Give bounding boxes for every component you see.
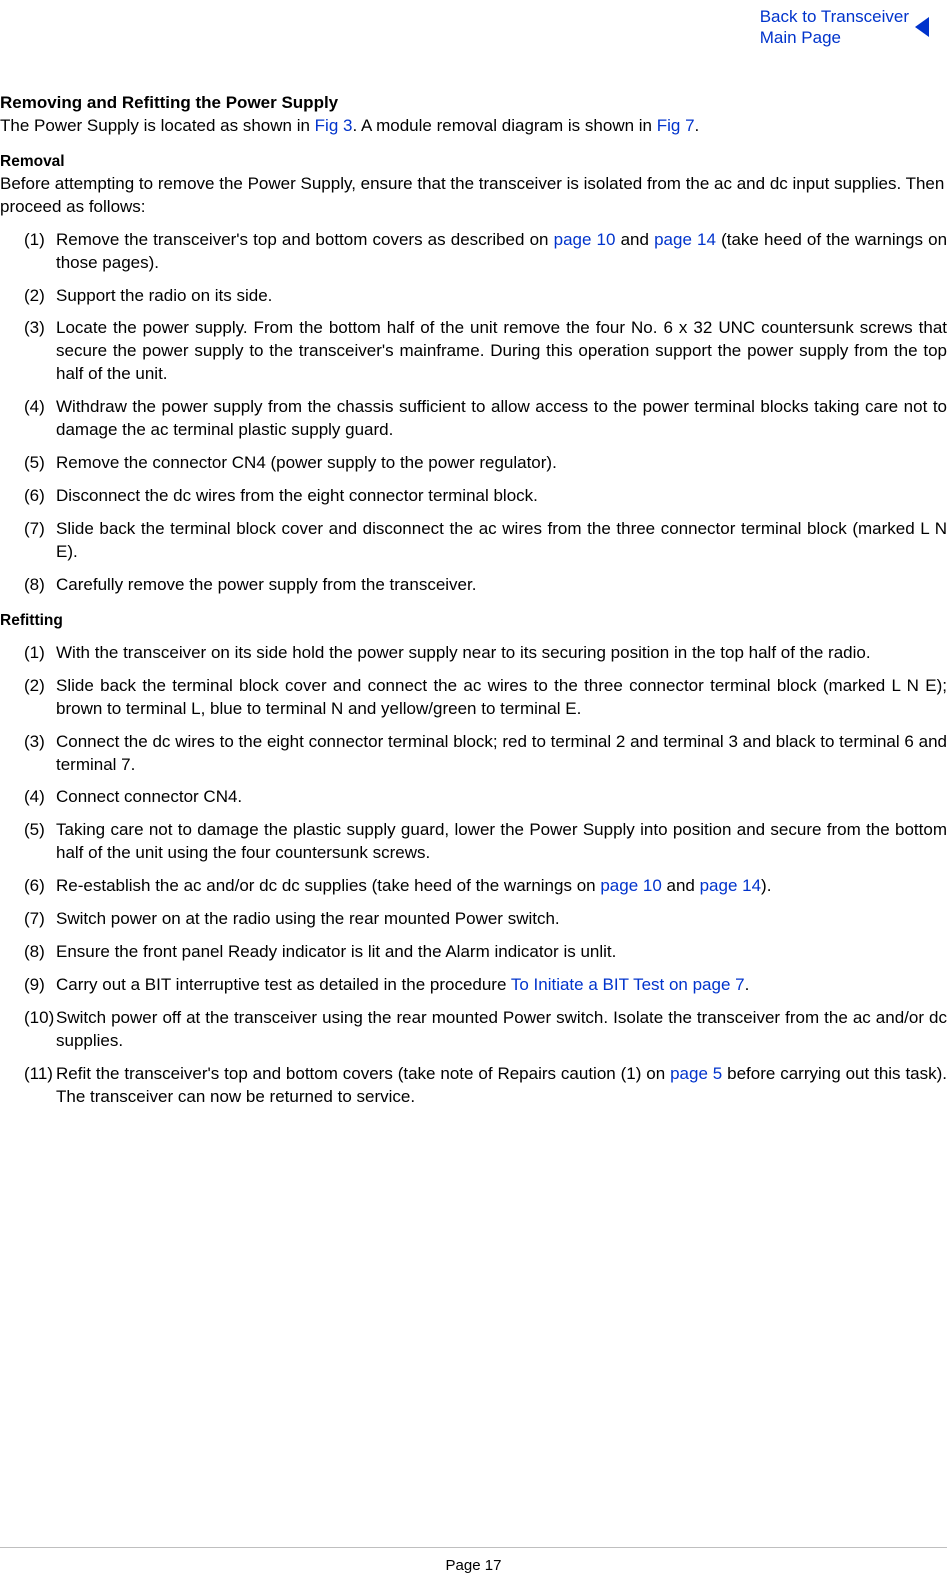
list-item: (11)Refit the transceiver's top and bott…	[0, 1063, 947, 1109]
step-body: Slide back the terminal block cover and …	[56, 675, 947, 721]
step-body: Support the radio on its side.	[56, 285, 947, 308]
list-item: (5)Taking care not to damage the plastic…	[0, 819, 947, 865]
list-item: (7)Slide back the terminal block cover a…	[0, 518, 947, 564]
page-link[interactable]: page 5	[670, 1064, 722, 1083]
page-link[interactable]: page 14	[654, 230, 716, 249]
list-item: (5)Remove the connector CN4 (power suppl…	[0, 452, 947, 475]
page-number: Page 17	[0, 1556, 947, 1576]
step-number: (5)	[0, 452, 56, 475]
step-number: (2)	[0, 285, 56, 308]
step-body: Remove the connector CN4 (power supply t…	[56, 452, 947, 475]
step-body: With the transceiver on its side hold th…	[56, 642, 947, 665]
refitting-heading: Refitting	[0, 611, 947, 632]
step-body: Locate the power supply. From the bottom…	[56, 317, 947, 386]
back-arrow-icon	[915, 17, 929, 37]
intro-paragraph: The Power Supply is located as shown in …	[0, 115, 947, 138]
step-body: Re-establish the ac and/or dc dc supplie…	[56, 875, 947, 898]
step-number: (3)	[0, 731, 56, 777]
step-number: (6)	[0, 875, 56, 898]
list-item: (1)Remove the transceiver's top and bott…	[0, 229, 947, 275]
step-body: Connect connector CN4.	[56, 786, 947, 809]
list-item: (6)Disconnect the dc wires from the eigh…	[0, 485, 947, 508]
step-number: (5)	[0, 819, 56, 865]
list-item: (7)Switch power on at the radio using th…	[0, 908, 947, 931]
list-item: (4)Withdraw the power supply from the ch…	[0, 396, 947, 442]
list-item: (9)Carry out a BIT interruptive test as …	[0, 974, 947, 997]
step-body: Ensure the front panel Ready indicator i…	[56, 941, 947, 964]
page: Back to Transceiver Main Page Removing a…	[0, 0, 947, 1592]
step-body: Disconnect the dc wires from the eight c…	[56, 485, 947, 508]
step-number: (3)	[0, 317, 56, 386]
step-number: (8)	[0, 941, 56, 964]
step-body: Remove the transceiver's top and bottom …	[56, 229, 947, 275]
list-item: (6)Re-establish the ac and/or dc dc supp…	[0, 875, 947, 898]
step-number: (4)	[0, 786, 56, 809]
removal-lead: Before attempting to remove the Power Su…	[0, 173, 947, 219]
list-item: (2)Slide back the terminal block cover a…	[0, 675, 947, 721]
list-item: (8)Ensure the front panel Ready indicato…	[0, 941, 947, 964]
step-number: (11)	[0, 1063, 56, 1109]
removal-steps: (1)Remove the transceiver's top and bott…	[0, 229, 947, 597]
removal-heading: Removal	[0, 152, 947, 173]
step-body: Switch power off at the transceiver usin…	[56, 1007, 947, 1053]
step-number: (10)	[0, 1007, 56, 1053]
step-number: (1)	[0, 642, 56, 665]
step-number: (7)	[0, 908, 56, 931]
page-link[interactable]: To Initiate a BIT Test on page 7	[511, 975, 745, 994]
step-body: Refit the transceiver's top and bottom c…	[56, 1063, 947, 1109]
step-body: Withdraw the power supply from the chass…	[56, 396, 947, 442]
step-number: (9)	[0, 974, 56, 997]
list-item: (3)Connect the dc wires to the eight con…	[0, 731, 947, 777]
step-body: Carefully remove the power supply from t…	[56, 574, 947, 597]
step-body: Carry out a BIT interruptive test as det…	[56, 974, 947, 997]
step-number: (1)	[0, 229, 56, 275]
step-number: (8)	[0, 574, 56, 597]
list-item: (4)Connect connector CN4.	[0, 786, 947, 809]
page-link[interactable]: page 10	[600, 876, 661, 895]
list-item: (2)Support the radio on its side.	[0, 285, 947, 308]
back-to-main-link[interactable]: Back to Transceiver Main Page	[760, 6, 929, 49]
step-body: Switch power on at the radio using the r…	[56, 908, 947, 931]
page-link[interactable]: page 10	[554, 230, 616, 249]
step-body: Taking care not to damage the plastic su…	[56, 819, 947, 865]
step-number: (6)	[0, 485, 56, 508]
link-fig7[interactable]: Fig 7	[657, 116, 695, 135]
link-fig3[interactable]: Fig 3	[315, 116, 353, 135]
footer-rule	[0, 1547, 947, 1548]
list-item: (3)Locate the power supply. From the bot…	[0, 317, 947, 386]
list-item: (1)With the transceiver on its side hold…	[0, 642, 947, 665]
step-number: (2)	[0, 675, 56, 721]
list-item: (8)Carefully remove the power supply fro…	[0, 574, 947, 597]
step-number: (4)	[0, 396, 56, 442]
refitting-steps: (1)With the transceiver on its side hold…	[0, 642, 947, 1109]
back-link-line1: Back to Transceiver	[760, 7, 909, 26]
content: Removing and Refitting the Power Supply …	[0, 0, 947, 1109]
step-body: Slide back the terminal block cover and …	[56, 518, 947, 564]
step-body: Connect the dc wires to the eight connec…	[56, 731, 947, 777]
list-item: (10)Switch power off at the transceiver …	[0, 1007, 947, 1053]
section-title: Removing and Refitting the Power Supply	[0, 92, 947, 115]
step-number: (7)	[0, 518, 56, 564]
page-link[interactable]: page 14	[700, 876, 761, 895]
back-link-line2: Main Page	[760, 28, 841, 47]
